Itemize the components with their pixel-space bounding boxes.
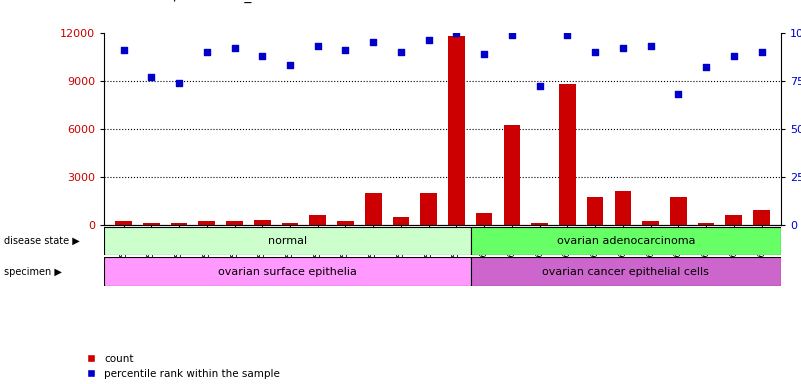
Point: [617, 45, 630, 51]
Point: [727, 53, 740, 59]
Bar: [559, 84, 576, 225]
Bar: [199, 222, 215, 225]
Point: [339, 47, 352, 53]
Point: [395, 49, 408, 55]
Point: [450, 30, 463, 36]
Bar: [115, 222, 132, 225]
Bar: [171, 223, 187, 225]
Text: GDS3592 / 1553185_at: GDS3592 / 1553185_at: [104, 0, 266, 3]
Legend: count, percentile rank within the sample: count, percentile rank within the sample: [86, 354, 280, 379]
Bar: [254, 220, 271, 225]
Text: specimen ▶: specimen ▶: [4, 266, 62, 277]
Bar: [392, 217, 409, 225]
Bar: [642, 222, 659, 225]
Point: [256, 53, 268, 59]
Bar: [309, 215, 326, 225]
Point: [505, 31, 518, 38]
Point: [422, 37, 435, 43]
Text: ovarian surface epithelia: ovarian surface epithelia: [218, 266, 357, 277]
Text: ovarian cancer epithelial cells: ovarian cancer epithelial cells: [542, 266, 710, 277]
Text: ovarian adenocarcinoma: ovarian adenocarcinoma: [557, 236, 695, 246]
Point: [561, 31, 574, 38]
Bar: [614, 191, 631, 225]
Point: [644, 43, 657, 49]
Point: [533, 83, 546, 89]
Bar: [143, 223, 159, 225]
Point: [173, 79, 186, 86]
Bar: [476, 214, 493, 225]
Point: [145, 74, 158, 80]
Bar: [726, 215, 743, 225]
Point: [672, 91, 685, 97]
Bar: [753, 210, 770, 225]
Point: [589, 49, 602, 55]
Point: [477, 51, 490, 57]
Bar: [448, 36, 465, 225]
Bar: [698, 223, 714, 225]
Bar: [282, 223, 298, 225]
FancyBboxPatch shape: [104, 257, 471, 286]
Bar: [337, 222, 354, 225]
Point: [117, 47, 130, 53]
FancyBboxPatch shape: [471, 257, 781, 286]
Point: [699, 64, 712, 70]
Text: disease state ▶: disease state ▶: [4, 236, 80, 246]
Bar: [670, 197, 686, 225]
Bar: [226, 222, 243, 225]
Bar: [531, 223, 548, 225]
FancyBboxPatch shape: [104, 227, 471, 255]
Text: normal: normal: [268, 236, 307, 246]
Point: [367, 39, 380, 45]
Bar: [504, 126, 520, 225]
Point: [228, 45, 241, 51]
Bar: [421, 193, 437, 225]
Point: [200, 49, 213, 55]
Point: [284, 62, 296, 68]
Point: [312, 43, 324, 49]
Point: [755, 49, 768, 55]
FancyBboxPatch shape: [471, 227, 781, 255]
Bar: [587, 197, 603, 225]
Bar: [365, 193, 381, 225]
